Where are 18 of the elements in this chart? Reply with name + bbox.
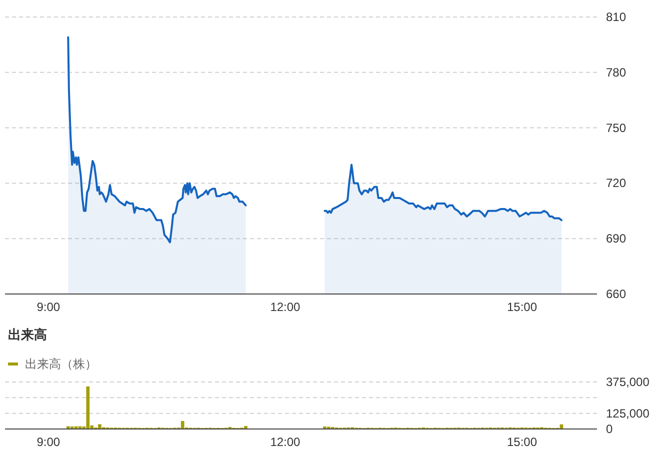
y-tick-label: 780 <box>606 65 626 80</box>
y-tick-label: 810 <box>606 10 626 24</box>
legend: 出来高（株） <box>8 357 97 371</box>
y-tick-label: 720 <box>606 176 626 190</box>
x-tick-label: 12:00 <box>270 435 301 449</box>
x-tick-label: 9:00 <box>36 300 60 314</box>
x-tick-label: 15:00 <box>507 300 538 314</box>
chart-title: 出来高 <box>8 327 47 342</box>
x-tick-label: 15:00 <box>507 435 538 449</box>
y-tick-label: 375,000 <box>606 375 650 389</box>
y-tick-label: 690 <box>606 232 626 246</box>
y-tick-label: 750 <box>606 120 626 135</box>
y-tick-label: 660 <box>606 287 626 301</box>
y-tick-label: 125,000 <box>606 406 650 420</box>
x-tick-label: 12:00 <box>270 300 301 314</box>
legend-label: 出来高（株） <box>25 357 97 371</box>
y-tick-label: 0 <box>606 422 613 436</box>
x-tick-label: 9:00 <box>36 435 60 449</box>
